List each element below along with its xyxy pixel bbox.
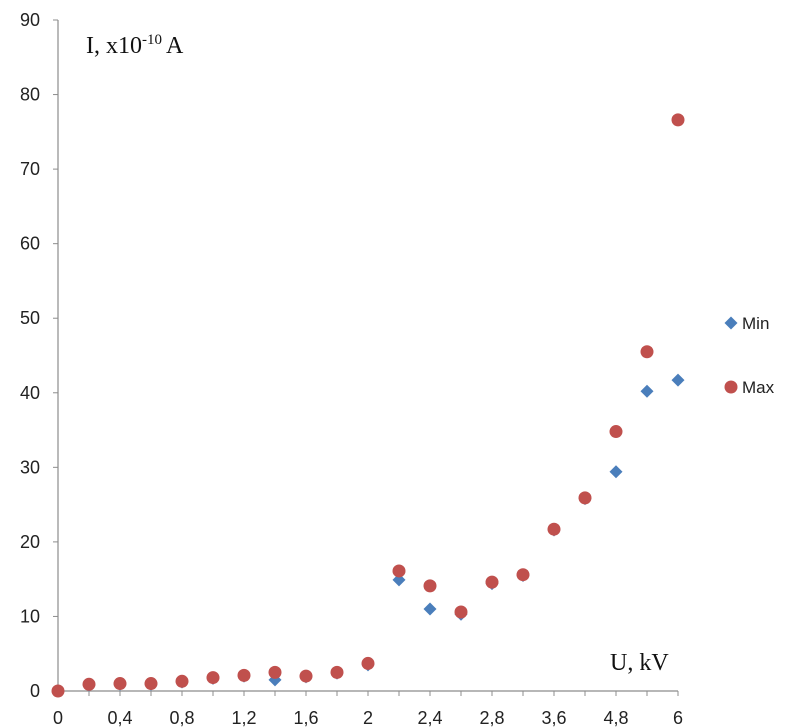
- max-point: [641, 345, 654, 358]
- x-tick-label: 1,2: [231, 708, 256, 728]
- max-point: [455, 605, 468, 618]
- x-ticks: 0 0,4 0,8 1,2 1,6 2 2,4 2,8 3,6 4,8 6: [53, 691, 683, 728]
- x-tick-label: 3,6: [541, 708, 566, 728]
- max-point: [300, 670, 313, 683]
- x-tick-label: 2: [363, 708, 373, 728]
- y-axis-title-base: I, x10: [86, 33, 142, 59]
- max-point: [393, 564, 406, 577]
- legend-marker-min: [725, 317, 738, 330]
- x-tick-label: 0: [53, 708, 63, 728]
- y-tick-label: 0: [30, 681, 40, 701]
- y-tick-label: 50: [20, 308, 40, 328]
- legend-item-max: Max: [725, 378, 775, 397]
- min-point: [641, 385, 654, 398]
- max-point: [238, 669, 251, 682]
- max-point: [548, 523, 561, 536]
- y-ticks: 0 10 20 30 40 50 60 70 80 90: [20, 10, 58, 701]
- y-tick-label: 90: [20, 10, 40, 30]
- y-tick-label: 20: [20, 532, 40, 552]
- x-tick-label: 2,8: [479, 708, 504, 728]
- max-point: [269, 666, 282, 679]
- max-point: [52, 685, 65, 698]
- legend-label-max: Max: [742, 378, 775, 397]
- x-tick-label: 2,4: [417, 708, 442, 728]
- x-tick-label: 0,8: [169, 708, 194, 728]
- y-tick-label: 10: [20, 606, 40, 626]
- max-point: [83, 678, 96, 691]
- y-tick-label: 30: [20, 457, 40, 477]
- max-point: [176, 675, 189, 688]
- legend-item-min: Min: [725, 314, 770, 333]
- y-tick-label: 80: [20, 85, 40, 105]
- max-point: [145, 677, 158, 690]
- legend: Min Max: [725, 314, 775, 397]
- max-point: [114, 677, 127, 690]
- series-min: [52, 374, 685, 698]
- x-tick-label: 6: [673, 708, 683, 728]
- max-point: [517, 568, 530, 581]
- max-point: [579, 491, 592, 504]
- max-point: [672, 113, 685, 126]
- min-point: [672, 374, 685, 387]
- data-points: [52, 113, 685, 697]
- series-max: [52, 113, 685, 697]
- y-tick-label: 40: [20, 383, 40, 403]
- max-point: [424, 579, 437, 592]
- y-axis-title-exponent: -10: [142, 32, 162, 48]
- max-point: [362, 657, 375, 670]
- x-axis-title: U, kV: [610, 650, 669, 676]
- y-tick-label: 60: [20, 234, 40, 254]
- x-tick-label: 0,4: [107, 708, 132, 728]
- x-tick-label: 1,6: [293, 708, 318, 728]
- y-axis-title-unit: A: [166, 33, 184, 59]
- max-point: [610, 425, 623, 438]
- min-point: [610, 465, 623, 478]
- max-point: [486, 576, 499, 589]
- x-tick-label: 4,8: [603, 708, 628, 728]
- legend-label-min: Min: [742, 314, 769, 333]
- max-point: [331, 666, 344, 679]
- max-point: [207, 671, 220, 684]
- min-point: [424, 602, 437, 615]
- legend-marker-max: [725, 381, 738, 394]
- y-axis-title: I, x10-10 A: [86, 32, 184, 59]
- axes: [58, 20, 678, 691]
- y-tick-label: 70: [20, 159, 40, 179]
